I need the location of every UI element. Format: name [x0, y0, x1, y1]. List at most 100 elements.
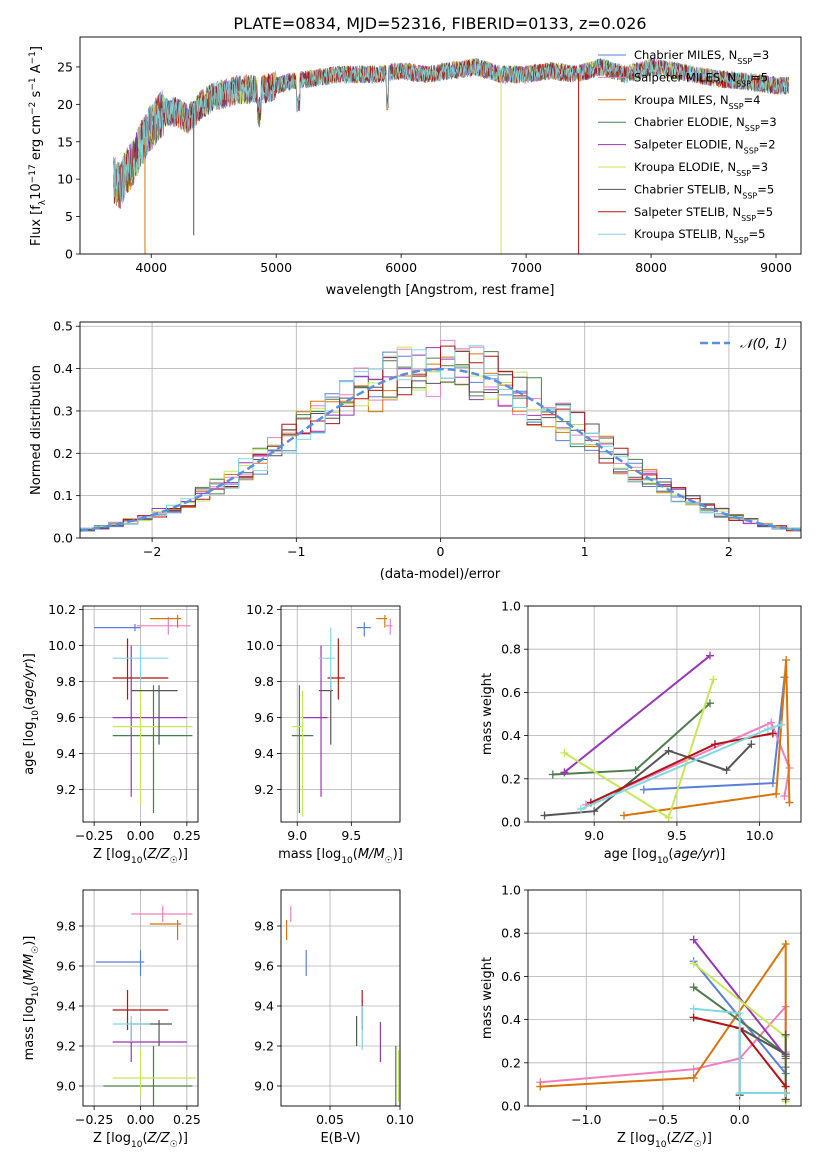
legend-label-tail: =3	[752, 48, 769, 62]
y-tick-label: 9.4	[254, 999, 274, 1014]
legend-label-kroupa-stelib: Kroupa STELIB, NSSP=5	[634, 227, 765, 245]
weight-marker-chabrier-stelib	[664, 746, 673, 755]
spectrum-y-axis-label-part: Flux [f	[29, 205, 44, 246]
weight-marker-kroupa-miles	[781, 940, 790, 948]
spectrum-x-axis-label: wavelength [Angstrom, rest frame]	[326, 283, 555, 298]
x-tick-label: 4000	[135, 260, 167, 275]
y-tick-label: 10.2	[246, 602, 274, 617]
weight-line-salpeter-elodie	[692, 939, 787, 1057]
metallicity-mass-panel: −0.25 0.00 0.259.09.29.49.69.8Z [log10(Z/Z…	[22, 889, 201, 1150]
x-axis-label-part: Z [log	[93, 847, 131, 862]
y-tick-label: 0.2	[53, 446, 73, 461]
y-axis-label: mass [log10(M/M☉)]	[22, 936, 41, 1061]
legend-label-kroupa-elodie: Kroupa ELODIE, NSSP=3	[634, 160, 768, 178]
x-tick-label: 0.25	[173, 828, 201, 843]
spectrum-y-axis-label-part: λ	[38, 199, 48, 205]
x-tick-label: 0.10	[386, 1112, 414, 1127]
spectrum-y-axis-label-part: A	[29, 64, 44, 77]
x-tick-label: 0.05	[316, 1112, 344, 1127]
y-tick-label: 10.0	[246, 638, 274, 653]
weight-line-kroupa-stelib	[693, 1007, 786, 1094]
legend-label-sub: SSP	[741, 213, 756, 222]
x-axis-label: age [log10(age/yr)]	[604, 847, 726, 866]
weight-marker-salpeter-elodie	[689, 935, 698, 944]
weight-marker-chabrier-stelib	[747, 740, 756, 749]
weight-marker-kroupa-elodie	[664, 813, 673, 822]
histograms	[80, 339, 801, 538]
y-tick-label: 0.4	[501, 1012, 521, 1027]
y-tick-label: 9.4	[254, 746, 274, 761]
y-tick-label: 9.2	[56, 782, 76, 797]
metallicity-age-panel: −0.25 0.00 0.259.29.49.69.810.010.2Z [log1…	[22, 602, 201, 866]
x-tick-label: 9.5	[341, 828, 361, 843]
weight-marker-salpeter-elodie	[560, 768, 569, 777]
spectrum-y-axis-label: Flux [fλ10−17 erg cm−2 s−1 A−1]	[28, 46, 48, 246]
legend-label-sub: SSP	[744, 146, 759, 155]
weight-marker-kroupa-stelib	[777, 720, 786, 729]
y-tick-label: 9.8	[56, 674, 76, 689]
residual-histogram-panel: −2 −1 0 1 2 0.0 0.1 0.2 0.3 0.4 0.5 𝒩(0, 1) (data-mo…	[29, 319, 802, 582]
weight-line-kroupa-elodie	[563, 679, 715, 820]
x-axis-label-part: Z [log	[617, 1131, 655, 1146]
legend-label-base: Kroupa ELODIE, N	[634, 160, 736, 174]
y-tick-label: 20	[57, 97, 73, 112]
legend-label-sub: SSP	[736, 169, 751, 178]
legend-label-chabrier-elodie: Chabrier ELODIE, NSSP=3	[634, 115, 777, 133]
y-tick-label: 9.6	[56, 959, 76, 974]
y-axis-label-part: (	[22, 705, 37, 710]
y-axis-label-part: age [log	[22, 722, 37, 775]
weight-marker-salpeter-miles	[689, 1065, 698, 1074]
y-tick-label: 1.0	[501, 883, 521, 898]
x-axis-label-part: )]	[715, 847, 725, 862]
y-axis-label: age [log10(age/yr)]	[22, 653, 41, 775]
weight-marker-salpeter-stelib	[689, 1013, 698, 1022]
x-axis-label-part: age [log	[604, 847, 657, 862]
weight-marker-chabrier-elodie	[689, 983, 698, 992]
y-tick-label: 15	[57, 134, 73, 149]
axes-frame	[82, 889, 199, 1107]
x-tick-label: 9.5	[667, 828, 687, 843]
x-axis-label-part: Z/Z	[671, 1131, 695, 1146]
y-tick-label: 0.2	[501, 771, 521, 786]
y-axis-label: mass weight	[480, 673, 495, 755]
y-tick-label: 0.5	[53, 319, 73, 334]
y-tick-label: 0.6	[501, 685, 521, 700]
y-tick-label: 9.2	[56, 1039, 76, 1054]
legend-label-sub: SSP	[736, 79, 751, 88]
y-tick-label: 9.6	[56, 710, 76, 725]
x-axis-label-part: age/yr	[673, 847, 716, 862]
legend-label-sub: SSP	[745, 124, 760, 133]
weight-marker-kroupa-miles	[785, 798, 794, 807]
x-axis-label-part: E(B-V)	[320, 1131, 360, 1146]
y-axis-label-part: (	[22, 981, 37, 986]
x-axis-label-part: 10	[131, 1140, 143, 1150]
y-tick-label: 5	[65, 209, 73, 224]
spectrum-y-axis-label-part: −17	[28, 164, 38, 183]
legend-label-base: Salpeter MILES, N	[634, 70, 736, 84]
axes-frame	[82, 605, 199, 823]
weight-marker-kroupa-miles	[536, 1082, 545, 1091]
weight-marker-kroupa-miles	[689, 1073, 698, 1082]
x-axis-label-part: (	[142, 847, 147, 862]
weight-marker-chabrier-elodie	[706, 699, 714, 708]
x-axis-label-part: Z [log	[93, 1131, 131, 1146]
x-tick-label: 8000	[635, 260, 667, 275]
legend-label-sub: SSP	[729, 101, 744, 110]
y-tick-label: 0.6	[501, 969, 521, 984]
ebv-mass-panel: 0.05 0.10 9.0 9.2 9.4 9.6 9.8 E(B-V)	[254, 889, 414, 1146]
legend-label-base: Chabrier MILES, N	[634, 48, 737, 62]
x-axis-label-part: )]	[393, 847, 403, 862]
x-axis-label-part: (	[353, 847, 358, 862]
weight-marker-chabrier-stelib	[590, 807, 599, 816]
x-axis-label: mass [log10(M/M☉)]	[278, 847, 403, 866]
legend-label-tail: =2	[759, 138, 776, 152]
y-tick-label: 9.0	[56, 1079, 76, 1094]
weight-marker-kroupa-elodie	[689, 959, 698, 968]
residual-y-axis-label: Normed distribution	[29, 365, 44, 495]
y-tick-label: 0.8	[501, 642, 521, 657]
spectrum-y-axis-label-part: erg cm	[29, 115, 44, 164]
x-axis-label-part: )]	[702, 1131, 712, 1146]
x-axis-label: Z [log10(Z/Z☉)]	[93, 847, 188, 866]
spectrum-line-salpeter-stelib	[113, 57, 789, 209]
x-axis-label-part: mass [log	[278, 847, 341, 862]
